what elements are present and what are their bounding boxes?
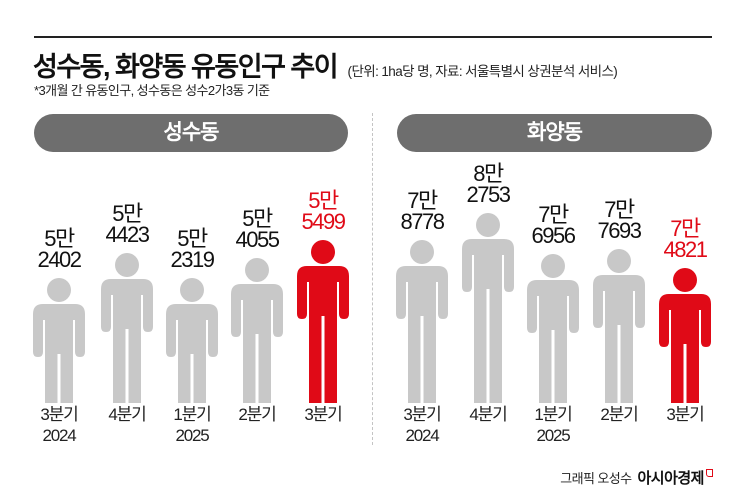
figure-body-icon xyxy=(659,294,711,403)
person-figure-icon xyxy=(231,258,283,403)
value-label: 5만 5499 xyxy=(283,188,363,234)
quarter-label-quarter: 2분기 xyxy=(238,405,276,424)
figure-body-icon xyxy=(101,279,153,403)
credit-text: 그래픽 오성수 xyxy=(560,471,632,486)
value-label: 5만 2319 xyxy=(152,226,232,272)
value-label: 5만 4055 xyxy=(217,206,297,252)
value-label-remainder: 8778 xyxy=(400,209,445,234)
value-label-man-unit: 7만 xyxy=(407,188,438,213)
figure-head-icon xyxy=(607,249,631,273)
figure-body-icon xyxy=(527,280,579,403)
quarter-label: 2분기 xyxy=(579,404,659,425)
value-label-man-unit: 7만 xyxy=(670,216,701,241)
value-label-man-unit: 5만 xyxy=(308,188,339,213)
figure-body-icon xyxy=(297,266,349,403)
value-label-man-unit: 8만 xyxy=(473,161,504,186)
value-label: 7만 8778 xyxy=(382,188,462,234)
person-figure-highlight-icon xyxy=(659,268,711,403)
value-label-remainder: 4423 xyxy=(105,222,150,247)
value-label-remainder: 4821 xyxy=(663,237,708,262)
figure-body-icon xyxy=(231,284,283,403)
value-label: 8만 2753 xyxy=(448,161,528,207)
quarter-label: 4분기 xyxy=(448,404,528,425)
panel-header-hwayang: 화양동 xyxy=(397,114,712,152)
quarter-label-quarter: 3분기 xyxy=(40,405,78,424)
value-label-remainder: 2402 xyxy=(37,247,82,272)
person-figure-icon xyxy=(101,253,153,403)
value-label: 7만 7693 xyxy=(579,197,659,243)
value-label-remainder: 2319 xyxy=(170,247,215,272)
title-row: 성수동, 화양동 유동인구 추이 (단위: 1ha당 명, 자료: 서울특별시 … xyxy=(33,45,618,84)
brand-logo: 아시아경제 xyxy=(637,470,704,487)
value-label-man-unit: 7만 xyxy=(538,202,569,227)
quarter-label-quarter: 4분기 xyxy=(469,405,507,424)
value-label: 7만 6956 xyxy=(513,202,593,248)
figure-head-icon xyxy=(673,268,697,292)
person-figure-highlight-icon xyxy=(297,240,349,403)
quarter-label-quarter: 4분기 xyxy=(108,405,146,424)
quarter-label-year: 2024 xyxy=(42,426,76,445)
figure-head-icon xyxy=(410,240,434,264)
quarter-label-quarter: 1분기 xyxy=(534,405,572,424)
figure-body-icon xyxy=(396,266,448,403)
quarter-label-quarter: 3분기 xyxy=(666,405,704,424)
figure-head-icon xyxy=(47,278,71,302)
figure-body-icon xyxy=(33,304,85,403)
person-figure-icon xyxy=(593,249,645,403)
person-figure-icon xyxy=(527,254,579,403)
figure-body-icon xyxy=(593,275,645,403)
value-label-remainder: 2753 xyxy=(466,182,511,207)
value-label-remainder: 5499 xyxy=(301,209,346,234)
value-label: 5만 2402 xyxy=(19,226,99,272)
quarter-label: 4분기 xyxy=(87,404,167,425)
panel-divider xyxy=(372,113,373,445)
quarter-label: 3분기 2024 xyxy=(382,404,462,446)
brand-mark-icon xyxy=(706,469,713,477)
quarter-label-quarter: 1분기 xyxy=(173,405,211,424)
quarter-label-year: 2025 xyxy=(536,426,570,445)
value-label-remainder: 7693 xyxy=(597,218,642,243)
figure-head-icon xyxy=(476,213,500,237)
quarter-label-year: 2025 xyxy=(175,426,209,445)
figure-head-icon xyxy=(541,254,565,278)
quarter-label-quarter: 2분기 xyxy=(600,405,638,424)
value-label-remainder: 6956 xyxy=(531,223,576,248)
value-label: 5만 4423 xyxy=(87,201,167,247)
quarter-label: 2분기 xyxy=(217,404,297,425)
figure-body-icon xyxy=(462,239,514,403)
credit: 그래픽 오성수 아시아경제 xyxy=(560,467,713,488)
top-rule xyxy=(34,36,712,38)
figure-head-icon xyxy=(311,240,335,264)
person-figure-icon xyxy=(462,213,514,403)
quarter-label-quarter: 3분기 xyxy=(403,405,441,424)
figure-body-icon xyxy=(166,304,218,403)
person-figure-icon xyxy=(33,278,85,403)
person-figure-icon xyxy=(166,278,218,403)
figure-head-icon xyxy=(245,258,269,282)
quarter-label: 1분기 2025 xyxy=(513,404,593,446)
footnote: *3개월 간 유동인구, 성수동은 성수2가3동 기준 xyxy=(34,83,270,98)
quarter-label: 1분기 2025 xyxy=(152,404,232,446)
person-figure-icon xyxy=(396,240,448,403)
panel-header-seongsu: 성수동 xyxy=(34,114,348,152)
figure-head-icon xyxy=(180,278,204,302)
value-label-man-unit: 5만 xyxy=(177,226,208,251)
quarter-label-year: 2024 xyxy=(405,426,439,445)
value-label: 7만 4821 xyxy=(645,216,725,262)
quarter-label: 3분기 xyxy=(283,404,363,425)
figure-head-icon xyxy=(115,253,139,277)
quarter-label-quarter: 3분기 xyxy=(304,405,342,424)
quarter-label: 3분기 xyxy=(645,404,725,425)
value-label-man-unit: 7만 xyxy=(604,197,635,222)
value-label-remainder: 4055 xyxy=(235,227,280,252)
value-label-man-unit: 5만 xyxy=(112,201,143,226)
value-label-man-unit: 5만 xyxy=(44,226,75,251)
quarter-label: 3분기 2024 xyxy=(19,404,99,446)
value-label-man-unit: 5만 xyxy=(242,206,273,231)
chart-title: 성수동, 화양동 유동인구 추이 xyxy=(33,52,339,82)
unit-source-note: (단위: 1ha당 명, 자료: 서울특별시 상권분석 서비스) xyxy=(347,64,618,79)
